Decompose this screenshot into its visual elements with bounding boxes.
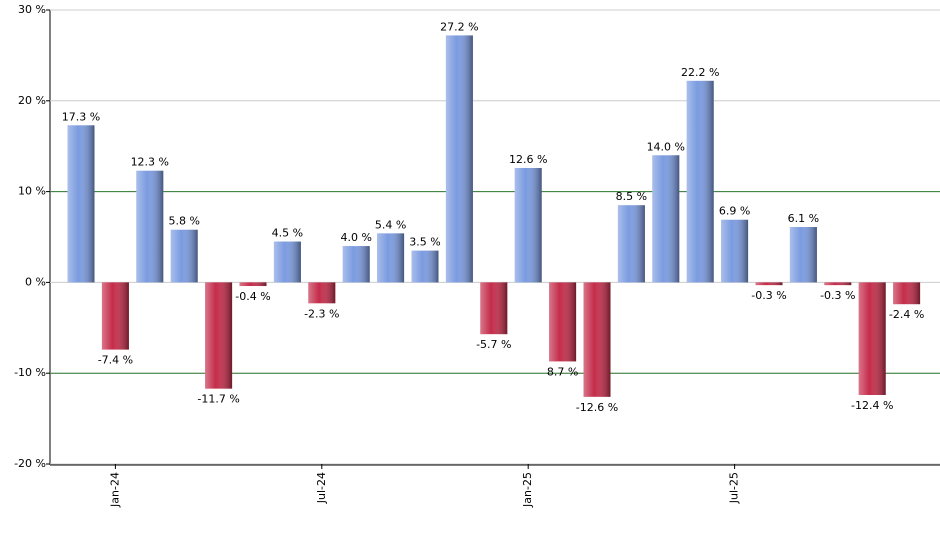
value-label: 22.2 % — [681, 66, 719, 79]
bar-shade — [617, 205, 645, 283]
value-label: -7.4 % — [98, 354, 133, 367]
y-tick-label: 0 % — [25, 275, 46, 288]
bar-shade — [755, 282, 783, 286]
value-label: -0.3 % — [751, 289, 786, 302]
y-tick-label: 10 % — [18, 185, 46, 198]
value-label: -0.3 % — [820, 289, 855, 302]
y-tick-label: -20 % — [14, 457, 46, 470]
value-label: -5.7 % — [476, 338, 511, 351]
bar-shade — [170, 229, 198, 283]
value-label: 4.5 % — [272, 227, 303, 240]
value-label: -12.6 % — [576, 401, 618, 414]
bar-shade — [377, 233, 405, 283]
value-label: -12.4 % — [851, 399, 893, 412]
x-tick-label: Jul-24 — [315, 472, 328, 504]
bar-shade — [789, 227, 817, 283]
value-label: -11.7 % — [197, 393, 239, 406]
bar-shade — [686, 80, 714, 283]
value-label: 6.9 % — [719, 205, 750, 218]
bar-shade — [239, 282, 267, 287]
bar-shade — [445, 35, 473, 283]
bar-shade — [67, 125, 95, 283]
value-label: 12.3 % — [131, 156, 169, 169]
value-label: 8.5 % — [616, 190, 647, 203]
value-label: 8.7 % — [547, 365, 578, 378]
y-tick-label: -10 % — [14, 366, 46, 379]
bar-shade — [273, 241, 301, 283]
x-tick-label: Jan-25 — [521, 472, 534, 508]
bar-shade — [342, 246, 370, 283]
bar-shade — [308, 282, 336, 304]
value-label: 14.0 % — [647, 140, 685, 153]
value-label: 6.1 % — [788, 212, 819, 225]
y-tick-label: 30 % — [18, 3, 46, 16]
bar-shade — [893, 282, 921, 305]
bar-shade — [480, 282, 508, 335]
bar-shade — [549, 282, 577, 362]
value-label: 17.3 % — [62, 110, 100, 123]
value-label: -0.4 % — [235, 290, 270, 303]
bar-shade — [136, 170, 164, 283]
value-label: 27.2 % — [440, 20, 478, 33]
y-tick-label: 20 % — [18, 94, 46, 107]
value-label: 4.0 % — [340, 231, 371, 244]
x-tick-label: Jan-24 — [108, 472, 121, 508]
bar-shade — [514, 167, 542, 283]
bar-shade — [652, 155, 680, 283]
value-label: -2.3 % — [304, 307, 339, 320]
bar-shade — [101, 282, 129, 350]
bar-shade — [411, 250, 439, 283]
bar-shade — [824, 282, 852, 286]
value-label: 3.5 % — [409, 236, 440, 249]
bar-shade — [721, 219, 749, 283]
bar-shade — [205, 282, 233, 389]
x-tick-label: Jul-25 — [728, 472, 741, 504]
value-label: -2.4 % — [889, 308, 924, 321]
bar-shade — [583, 282, 611, 397]
value-label: 5.4 % — [375, 218, 406, 231]
bar-shade — [858, 282, 886, 395]
value-label: 5.8 % — [168, 215, 199, 228]
value-label: 12.6 % — [509, 153, 547, 166]
